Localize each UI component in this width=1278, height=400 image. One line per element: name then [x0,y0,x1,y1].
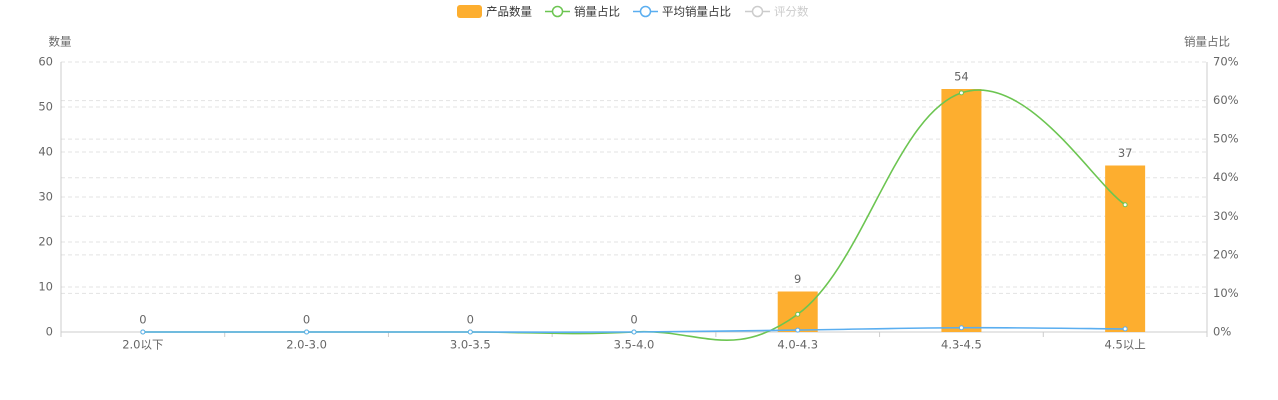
x-tick-label: 2.0以下 [122,338,163,352]
x-tick-label: 4.3-4.5 [941,338,982,352]
x-tick-label: 4.0-4.3 [777,338,818,352]
line-point [140,329,146,335]
line-point [467,329,473,335]
bar [777,291,818,332]
y-tick-label: 10 [38,280,53,294]
y2-tick-label: 20% [1213,247,1239,261]
data-label: 0 [467,313,474,327]
y-tick-label: 30 [38,190,53,204]
y2-tick-label: 50% [1213,132,1239,146]
line-point [958,325,964,331]
line-point [631,329,637,335]
x-tick-label: 2.0-3.0 [286,338,327,352]
line-point [1122,326,1128,332]
y2-tick-label: 0% [1213,325,1231,339]
y-tick-label: 0 [46,325,53,339]
legend-label[interactable]: 产品数量 [486,5,532,19]
y2-tick-label: 60% [1213,93,1239,107]
y2-tick-label: 70% [1213,55,1239,69]
y-tick-label: 20 [38,235,53,249]
y2-tick-label: 30% [1213,209,1239,223]
legend-label[interactable]: 平均销量占比 [662,5,731,19]
data-label: 0 [303,313,310,327]
line-point [795,327,801,333]
legend-label[interactable]: 销量占比 [574,5,620,19]
x-tick-label: 4.5以上 [1104,338,1145,352]
data-label: 54 [954,70,969,84]
y-tick-label: 50 [38,100,53,114]
y2-tick-label: 40% [1213,170,1239,184]
data-label: 37 [1118,146,1133,160]
data-label: 9 [794,272,801,286]
legend-label[interactable]: 评分数 [774,5,809,19]
legend-swatch[interactable] [639,5,652,18]
y-tick-label: 60 [38,55,53,69]
bar [941,89,982,332]
x-tick-label: 3.5-4.0 [614,338,655,352]
line-point [1122,202,1128,208]
legend-swatch[interactable] [751,5,764,18]
y2-axis-title: 销量占比 [1184,35,1230,49]
line-point [958,90,964,96]
legend-swatch[interactable] [551,5,564,18]
y2-tick-label: 10% [1213,286,1239,300]
y-tick-label: 40 [38,145,53,159]
line-point [304,329,310,335]
bar [1105,165,1146,332]
y-axis-title: 数量 [49,35,72,49]
line-point [795,311,801,317]
x-tick-label: 3.0-3.5 [450,338,491,352]
data-label: 0 [139,313,146,327]
legend-swatch[interactable] [457,5,482,18]
data-label: 0 [630,313,637,327]
